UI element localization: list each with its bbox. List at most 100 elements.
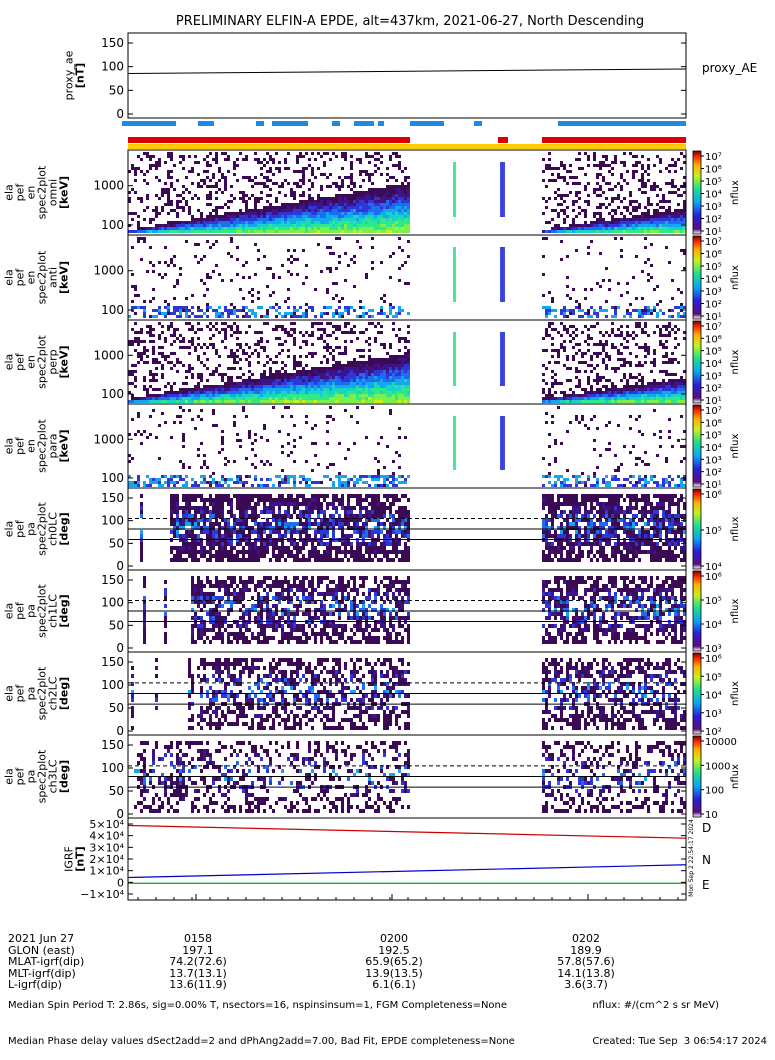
spectrogram-cell xyxy=(341,185,344,188)
spectrogram-cell xyxy=(593,415,596,418)
spectrogram-cell xyxy=(167,312,170,315)
spectrogram-cell xyxy=(209,215,212,218)
spectrogram-cell xyxy=(641,224,644,227)
spectrogram-cell xyxy=(407,255,410,258)
spectrogram-cell xyxy=(548,400,551,403)
spectrogram-cell xyxy=(368,161,371,164)
spectrogram-cell xyxy=(278,167,281,170)
spectrogram-cell xyxy=(338,370,341,373)
spectrogram-cell xyxy=(251,224,254,227)
spectrogram-cell xyxy=(329,352,332,355)
spectrogram-cell xyxy=(155,394,158,397)
spectrogram-cell xyxy=(659,309,662,312)
spectrogram-cell xyxy=(680,303,683,306)
spectrogram-cell xyxy=(602,227,605,230)
spectrogram-cell xyxy=(593,221,596,224)
spectrogram-cell xyxy=(398,391,401,394)
spectrogram-cell xyxy=(335,221,338,224)
spectrogram-cell xyxy=(173,188,176,191)
spectrogram-cell xyxy=(260,218,263,221)
spectrogram-cell xyxy=(155,164,158,167)
spectrogram-cell xyxy=(611,227,614,230)
spectrogram-cell xyxy=(281,394,284,397)
spectrogram-cell xyxy=(395,227,398,230)
spectrogram-cell xyxy=(359,475,362,478)
spectrogram-cell xyxy=(608,442,611,445)
spectrogram-cell xyxy=(380,343,383,346)
spectrogram-cell xyxy=(176,400,179,403)
spectrogram-cell xyxy=(209,276,212,279)
spectrogram-cell xyxy=(224,230,227,233)
spectrogram-cell xyxy=(572,325,575,328)
spectrogram-cell xyxy=(197,185,200,188)
spectrogram-cell xyxy=(215,322,218,325)
spectrogram-cell xyxy=(371,478,374,481)
spectrogram-cell xyxy=(281,218,284,221)
spectrogram-cell xyxy=(545,421,548,424)
spectrogram-cell xyxy=(632,227,635,230)
spectrogram-cell xyxy=(350,230,353,233)
spectrogram-cell xyxy=(599,394,602,397)
spectrogram-cell xyxy=(638,397,641,400)
spectrogram-cell xyxy=(167,397,170,400)
spectrogram-cell xyxy=(401,264,404,267)
spectrogram-cell xyxy=(386,370,389,373)
spectrogram-cell xyxy=(641,218,644,221)
spectrogram-cell xyxy=(191,325,194,328)
spectrogram-cell xyxy=(158,478,161,481)
spectrogram-cell xyxy=(575,415,578,418)
spectrogram-cell xyxy=(329,197,332,200)
spectrogram-cell xyxy=(557,188,560,191)
spectrogram-cell xyxy=(548,463,551,466)
spectrogram-cell xyxy=(626,340,629,343)
spectrogram-cell xyxy=(272,206,275,209)
spectrogram-cell xyxy=(395,379,398,382)
spectrogram-cell xyxy=(245,176,248,179)
spectrogram-cell xyxy=(143,349,146,352)
spectrogram-cell xyxy=(161,352,164,355)
spectrogram-cell xyxy=(395,152,398,155)
spectrogram-cell xyxy=(236,246,239,249)
spectrogram-cell xyxy=(392,328,395,331)
spectrogram-cell xyxy=(590,418,593,421)
spectrogram-cell xyxy=(299,370,302,373)
spectrogram-cell xyxy=(257,200,260,203)
spectrogram-cell xyxy=(656,185,659,188)
spectrogram-cell xyxy=(542,197,545,200)
spectrogram-cell xyxy=(659,391,662,394)
spectrogram-cell xyxy=(668,481,671,484)
spectrogram-cell xyxy=(362,397,365,400)
spectrogram-cell xyxy=(620,230,623,233)
spectrogram-cell xyxy=(620,173,623,176)
spectrogram-cell xyxy=(347,209,350,212)
spectrogram-cell xyxy=(560,400,563,403)
spectrogram-cell xyxy=(356,385,359,388)
spectrogram-cell xyxy=(278,337,281,340)
spectrogram-cell xyxy=(620,379,623,382)
spectrogram-cell xyxy=(305,481,308,484)
spectrogram-cell xyxy=(668,379,671,382)
spectrogram-cell xyxy=(230,397,233,400)
spectrogram-cell xyxy=(389,176,392,179)
spectrogram-cell xyxy=(338,481,341,484)
spectrogram-cell xyxy=(392,379,395,382)
spectrogram-cell xyxy=(584,188,587,191)
spectrogram-cell xyxy=(218,400,221,403)
spectrogram-cell xyxy=(581,472,584,475)
spectrogram-cell xyxy=(401,364,404,367)
spectrogram-cell xyxy=(542,337,545,340)
spectrogram-cell xyxy=(644,215,647,218)
spectrogram-cell xyxy=(404,355,407,358)
spectrogram-cell xyxy=(626,478,629,481)
spectrogram-cell xyxy=(671,279,674,282)
spectrogram-cell xyxy=(164,481,167,484)
spectrogram-cell xyxy=(548,167,551,170)
spectrogram-cell xyxy=(635,224,638,227)
spectrogram-cell xyxy=(344,194,347,197)
spectrogram-cell xyxy=(611,397,614,400)
spectrogram-cell xyxy=(551,173,554,176)
spectrogram-cell xyxy=(341,152,344,155)
spectrogram-cell xyxy=(137,352,140,355)
spectrogram-cell xyxy=(581,315,584,318)
spectrogram-cell xyxy=(260,161,263,164)
